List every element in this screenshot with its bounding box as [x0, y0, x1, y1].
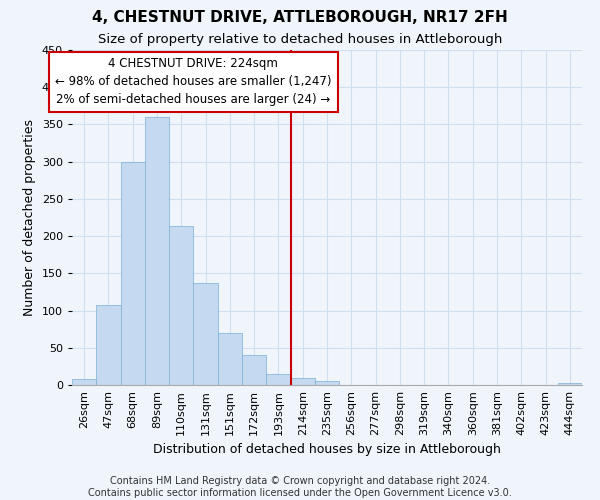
- Bar: [145, 117, 169, 385]
- Bar: [290, 378, 315, 385]
- X-axis label: Distribution of detached houses by size in Attleborough: Distribution of detached houses by size …: [153, 444, 501, 456]
- Bar: [266, 374, 290, 385]
- Bar: [315, 382, 339, 385]
- Text: Size of property relative to detached houses in Attleborough: Size of property relative to detached ho…: [98, 32, 502, 46]
- Bar: [169, 226, 193, 385]
- Bar: [121, 162, 145, 385]
- Text: 4 CHESTNUT DRIVE: 224sqm
← 98% of detached houses are smaller (1,247)
2% of semi: 4 CHESTNUT DRIVE: 224sqm ← 98% of detach…: [55, 58, 332, 106]
- Text: Contains HM Land Registry data © Crown copyright and database right 2024.
Contai: Contains HM Land Registry data © Crown c…: [88, 476, 512, 498]
- Bar: [558, 383, 582, 385]
- Bar: [72, 379, 96, 385]
- Y-axis label: Number of detached properties: Number of detached properties: [23, 119, 36, 316]
- Bar: [193, 283, 218, 385]
- Bar: [242, 355, 266, 385]
- Bar: [96, 306, 121, 385]
- Bar: [218, 333, 242, 385]
- Text: 4, CHESTNUT DRIVE, ATTLEBOROUGH, NR17 2FH: 4, CHESTNUT DRIVE, ATTLEBOROUGH, NR17 2F…: [92, 10, 508, 25]
